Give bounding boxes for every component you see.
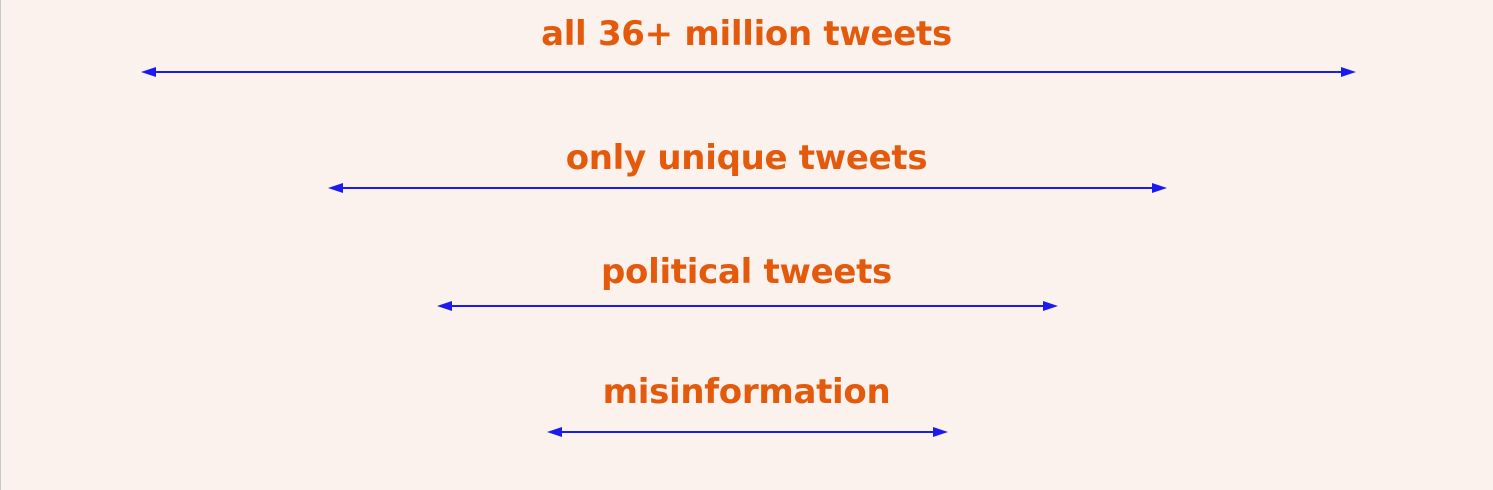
double-arrow-political-tweets [437, 301, 1058, 311]
layer-label-misinformation: misinformation [602, 372, 891, 412]
double-arrow-all-tweets [141, 67, 1356, 77]
layer-label-political-tweets: political tweets [601, 252, 892, 292]
layer-label-unique-tweets: only unique tweets [565, 138, 928, 178]
double-arrow-unique-tweets [328, 183, 1167, 193]
layer-label-all-tweets: all 36+ million tweets [541, 14, 952, 54]
slide-edge [0, 0, 1, 490]
double-arrow-misinformation [547, 427, 948, 437]
